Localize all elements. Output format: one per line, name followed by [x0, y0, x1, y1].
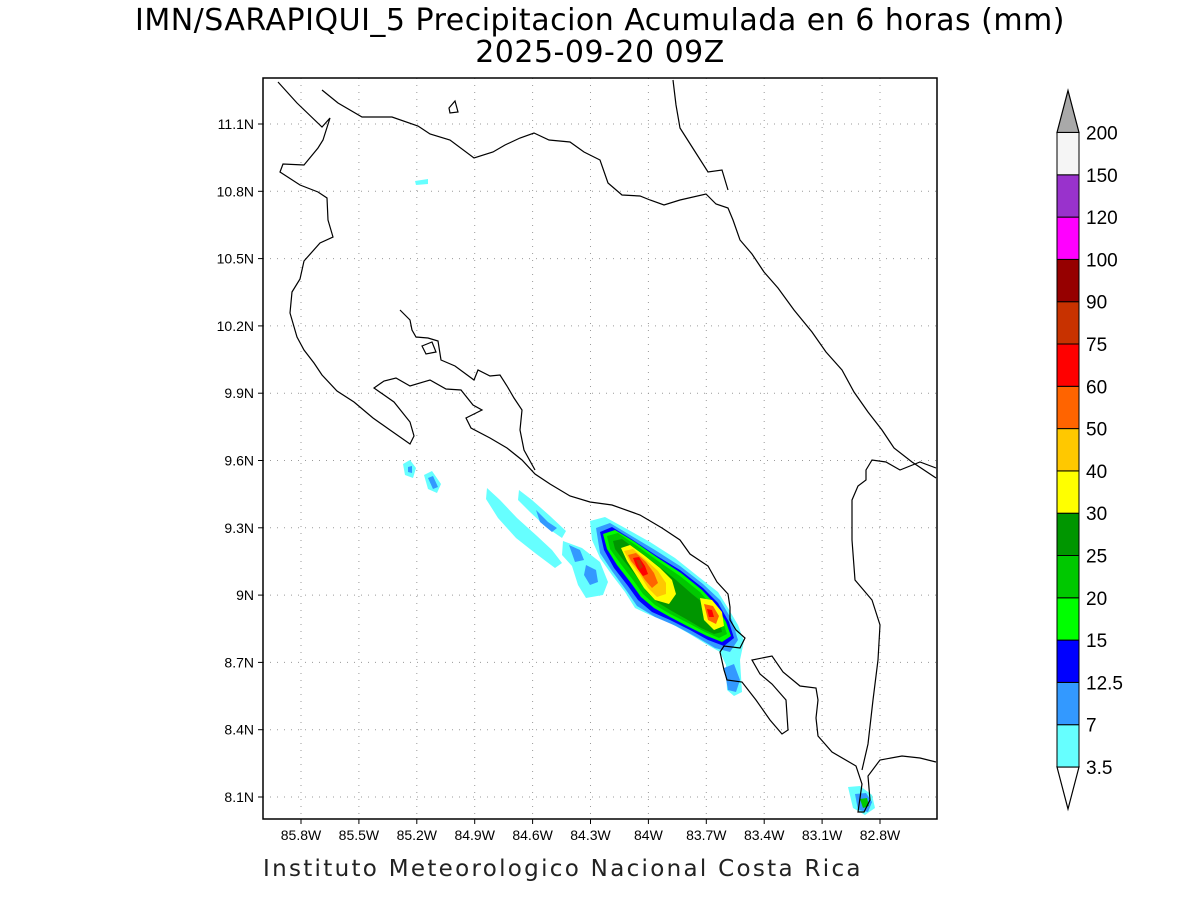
precipitation-field [403, 179, 875, 815]
colorbar-label: 3.5 [1086, 758, 1112, 779]
lat-tick-label: 11.1N [218, 116, 254, 132]
lon-tick-label: 83.1W [802, 827, 843, 843]
colorbar-swatch [1056, 428, 1080, 472]
colorbar-label: 150 [1086, 166, 1118, 187]
lon-tick-label: 84.3W [570, 827, 611, 843]
colorbar-label: 100 [1086, 250, 1118, 271]
colorbar-label: 12.5 [1086, 673, 1123, 694]
colorbar-label: 75 [1086, 335, 1107, 356]
colorbar-swatch [1056, 681, 1080, 726]
colorbar-label: 7 [1086, 716, 1097, 737]
precip-cell [584, 565, 598, 585]
lat-tick-label: 8.7N [224, 654, 254, 670]
colorbar-label: 120 [1086, 208, 1118, 229]
colorbar-label: 30 [1086, 504, 1107, 525]
lon-tick-label: 84.6W [512, 827, 553, 843]
colorbar-label: 15 [1086, 631, 1107, 652]
colorbar-swatch [1056, 343, 1080, 387]
grid-lines [263, 78, 937, 819]
colorbar-swatch [1056, 639, 1080, 683]
precip-cell [724, 664, 740, 692]
colorbar-over-arrow [1056, 88, 1080, 134]
lon-tick-label: 83.7W [686, 827, 727, 843]
colorbar-swatch [1056, 597, 1080, 641]
precip-cell [428, 476, 438, 489]
colorbar-swatch [1056, 385, 1080, 430]
lon-tick-label: 85.2W [397, 827, 438, 843]
colorbar-label: 60 [1086, 377, 1107, 398]
precip-cell [636, 560, 643, 569]
lon-tick-label: 83.4W [744, 827, 785, 843]
longitude-axis: 85.8W 85.5W 85.2W 84.9W 84.6W 84.3W 84W 83.7W 83… [281, 819, 901, 843]
lat-tick-label: 10.5N [217, 251, 254, 267]
lon-tick-label: 82.8W [860, 827, 901, 843]
lat-tick-label: 9.9N [224, 385, 254, 401]
colorbar-swatch [1056, 174, 1080, 218]
precip-cell [415, 179, 428, 185]
lon-tick-label: 84.9W [454, 827, 495, 843]
lat-tick-label: 9N [236, 587, 254, 603]
lat-tick-label: 10.2N [217, 318, 254, 334]
precip-cell [569, 545, 584, 562]
lon-tick-label: 84W [634, 827, 664, 843]
colorbar-swatch [1056, 555, 1080, 599]
map-title: IMN/SARAPIQUI_5 Precipitacion Acumulada … [135, 3, 1065, 38]
lat-tick-label: 10.8N [217, 183, 254, 199]
colorbar-swatch [1056, 132, 1080, 176]
lat-tick-label: 8.1N [224, 789, 254, 805]
colorbar-label: 50 [1086, 420, 1107, 441]
lon-tick-label: 85.8W [281, 827, 322, 843]
credit-text: Instituto Meteorologico Nacional Costa R… [263, 856, 863, 882]
precip-cell [536, 510, 557, 532]
colorbar-swatch [1056, 301, 1080, 345]
colorbar-label: 40 [1086, 462, 1107, 483]
colorbar: 3.5 7 12.5 15 20 25 30 40 50 60 75 90 100 120 150 200 [1056, 88, 1123, 812]
colorbar-label: 200 [1086, 124, 1118, 145]
valid-time: 2025-09-20 09Z [475, 35, 725, 70]
precip-cell [707, 609, 714, 617]
colorbar-swatch [1056, 512, 1080, 557]
colorbar-label: 90 [1086, 293, 1107, 314]
colorbar-label: 20 [1086, 589, 1107, 610]
lat-tick-label: 9.6N [224, 453, 254, 469]
colorbar-under-arrow [1056, 766, 1080, 812]
coastline [277, 79, 937, 813]
colorbar-swatch [1056, 216, 1080, 260]
map-frame [262, 77, 938, 820]
precip-cell [486, 488, 562, 568]
precip-cell [408, 466, 412, 473]
colorbar-swatch [1056, 724, 1080, 768]
colorbar-swatch [1056, 470, 1080, 514]
latitude-axis: 11.1N 10.8N 10.5N 10.2N 9.9N 9.6N 9.3N 9N 8.7N 8.… [217, 116, 263, 805]
colorbar-swatch [1056, 258, 1080, 303]
lat-tick-label: 8.4N [224, 722, 254, 738]
colorbar-label: 25 [1086, 547, 1107, 568]
lon-tick-label: 85.5W [339, 827, 380, 843]
lat-tick-label: 9.3N [224, 520, 254, 536]
